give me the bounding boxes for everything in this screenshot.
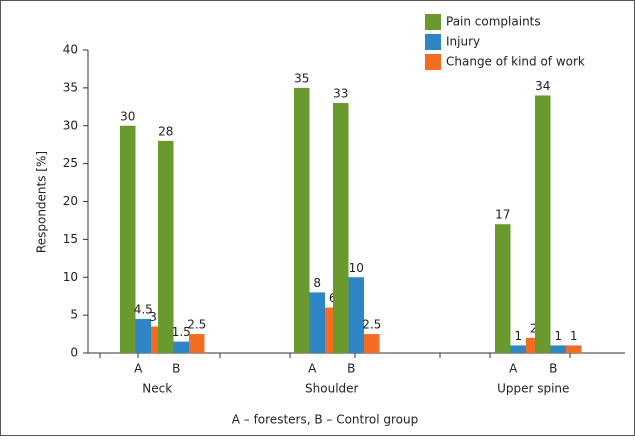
- value-label: 17: [495, 208, 510, 222]
- value-label: 2: [530, 321, 538, 335]
- bar: [294, 87, 310, 353]
- bar: [348, 277, 364, 353]
- value-label: 1.5: [172, 325, 191, 339]
- value-label: 33: [333, 87, 348, 101]
- value-label: 2.5: [362, 318, 381, 332]
- y-tick-label: 20: [63, 194, 78, 208]
- value-label: 1: [514, 329, 522, 343]
- value-label: 1: [570, 329, 578, 343]
- legend-swatch: [425, 34, 441, 50]
- x-tick-label: B: [347, 362, 355, 376]
- bar: [510, 345, 526, 353]
- bar: [495, 224, 511, 353]
- bar: [535, 95, 551, 353]
- y-tick-label: 15: [63, 232, 78, 246]
- bar: [333, 103, 349, 354]
- value-label: 34: [535, 79, 550, 93]
- y-tick-label: 30: [63, 118, 78, 132]
- group-label: Neck: [142, 382, 172, 396]
- footnote: A – foresters, B – Control group: [232, 413, 419, 427]
- x-tick-label: A: [509, 362, 518, 376]
- group-label: Upper spine: [497, 382, 569, 396]
- value-label: 28: [158, 124, 173, 138]
- legend-swatch: [425, 54, 441, 70]
- bar: [158, 140, 174, 353]
- bar: [550, 345, 566, 353]
- value-label: 10: [349, 261, 364, 275]
- legend-label: Change of kind of work: [446, 55, 585, 69]
- y-tick-label: 40: [63, 43, 78, 57]
- bar: [309, 292, 325, 353]
- value-label: 2.5: [187, 318, 206, 332]
- bar: [120, 125, 136, 353]
- legend-swatch: [425, 14, 441, 30]
- group-label: Shoulder: [305, 382, 359, 396]
- bar: [135, 318, 151, 353]
- y-tick-label: 35: [63, 80, 78, 94]
- y-axis-label: Respondents [%]: [35, 151, 49, 253]
- x-tick-label: B: [172, 362, 180, 376]
- x-tick-label: A: [308, 362, 317, 376]
- bar: [173, 341, 189, 353]
- legend-label: Pain complaints: [446, 15, 541, 29]
- bar: [364, 334, 380, 353]
- legend-label: Injury: [446, 35, 480, 49]
- value-label: 35: [294, 71, 309, 85]
- value-label: 6: [329, 291, 337, 305]
- y-tick-label: 25: [63, 156, 78, 170]
- value-label: 1: [554, 329, 562, 343]
- value-label: 8: [313, 276, 321, 290]
- x-tick-label: B: [549, 362, 557, 376]
- value-label: 30: [120, 109, 135, 123]
- y-tick-label: 5: [70, 308, 78, 322]
- bar: [189, 334, 205, 353]
- x-tick-label: A: [134, 362, 143, 376]
- value-label: 4.5: [134, 302, 153, 316]
- y-tick-label: 10: [63, 270, 78, 284]
- y-tick-label: 0: [70, 346, 78, 360]
- bar: [566, 345, 582, 353]
